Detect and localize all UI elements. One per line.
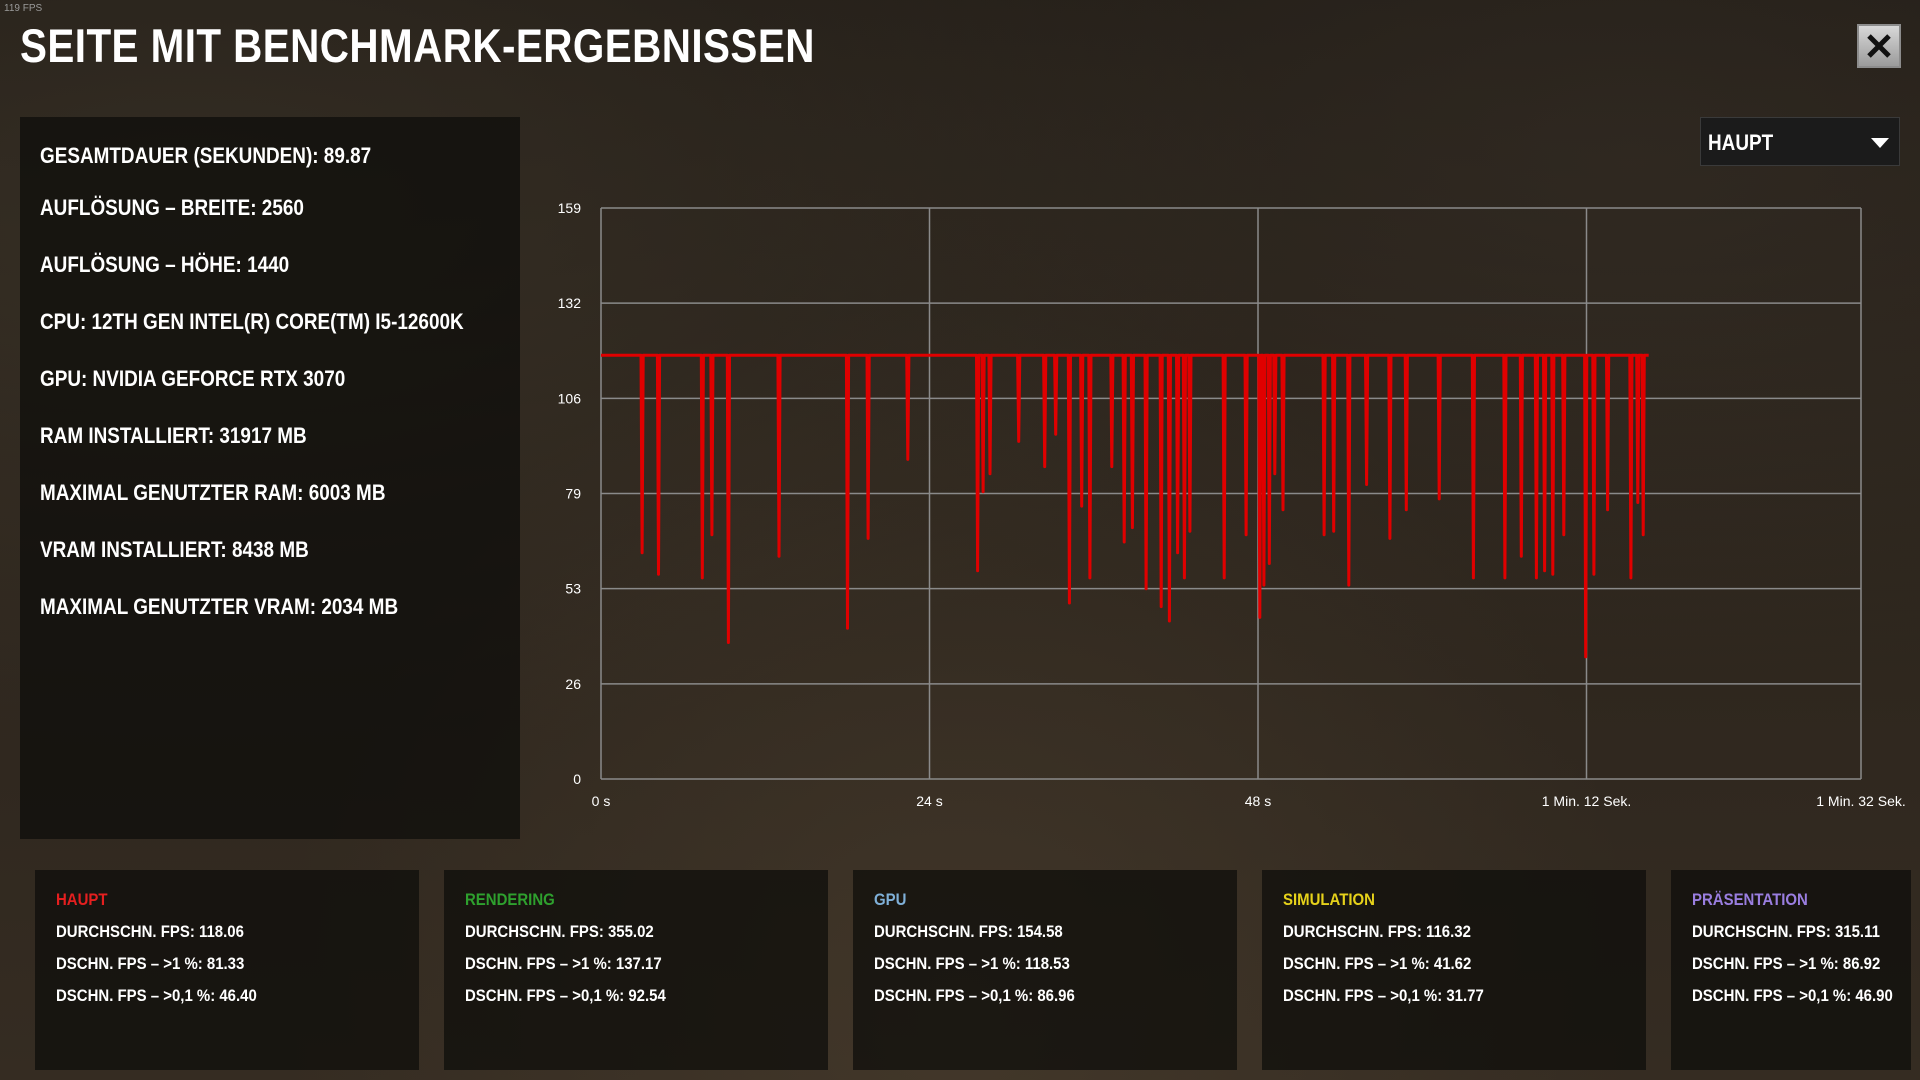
info-vram-max-used: MAXIMAL GENUTZTER VRAM: 2034 MB	[40, 594, 399, 619]
stat-card-gpu: GPU DURCHSCHN. FPS: 154.58 DSCHN. FPS – …	[853, 870, 1237, 1070]
x-tick-label: 1 Min. 32 Sek.	[1816, 793, 1906, 809]
series-line	[601, 353, 1649, 659]
stat-1pct-fps: DSCHN. FPS – >1 %: 137.17	[465, 954, 662, 973]
y-tick-label: 0	[573, 771, 581, 787]
y-tick-label: 79	[565, 486, 581, 502]
x-tick-label: 0 s	[592, 793, 611, 809]
dropdown-selected-label: HAUPT	[1708, 130, 1774, 155]
stat-1pct-fps: DSCHN. FPS – >1 %: 41.62	[1283, 954, 1472, 973]
stat-card-presentation: PRÄSENTATION DURCHSCHN. FPS: 315.11 DSCH…	[1671, 870, 1911, 1070]
close-x-icon	[1867, 34, 1891, 58]
fps-chart: 159 132 106 79 53 26 0 0 s 24 s 48 s 1 Min. 12 Se…	[558, 200, 1906, 809]
info-gpu: GPU: NVIDIA GEFORCE RTX 3070	[40, 366, 346, 391]
info-ram-max-used: MAXIMAL GENUTZTER RAM: 6003 MB	[40, 480, 386, 505]
page-title: SEITE MIT BENCHMARK-ERGEBNISSEN	[20, 19, 815, 72]
stat-card-title: RENDERING	[465, 890, 555, 909]
close-button[interactable]	[1857, 24, 1901, 68]
stat-1pct-fps: DSCHN. FPS – >1 %: 81.33	[56, 954, 245, 973]
stat-card-title: GPU	[874, 890, 907, 909]
stat-card-rendering: RENDERING DURCHSCHN. FPS: 355.02 DSCHN. …	[444, 870, 828, 1070]
x-tick-label: 48 s	[1245, 793, 1271, 809]
stat-01pct-fps: DSCHN. FPS – >0,1 %: 31.77	[1283, 986, 1484, 1005]
stat-card-haupt: HAUPT DURCHSCHN. FPS: 118.06 DSCHN. FPS …	[35, 870, 419, 1070]
info-cpu: CPU: 12TH GEN INTEL(R) CORE(TM) I5-12600…	[40, 309, 464, 334]
stat-card-simulation: SIMULATION DURCHSCHN. FPS: 116.32 DSCHN.…	[1262, 870, 1646, 1070]
system-info-panel: GESAMTDAUER (SEKUNDEN): 89.87 AUFLÖSUNG …	[20, 117, 520, 839]
y-tick-label: 53	[565, 581, 581, 597]
stat-01pct-fps: DSCHN. FPS – >0,1 %: 46.40	[56, 986, 257, 1005]
chart-grid	[600, 207, 1862, 780]
info-total-duration: GESAMTDAUER (SEKUNDEN): 89.87	[40, 143, 372, 168]
stat-card-title: PRÄSENTATION	[1692, 890, 1808, 909]
stat-avg-fps: DURCHSCHN. FPS: 355.02	[465, 922, 654, 941]
y-tick-label: 26	[565, 676, 581, 692]
stat-card-title: HAUPT	[56, 890, 108, 909]
stat-avg-fps: DURCHSCHN. FPS: 315.11	[1692, 922, 1880, 941]
stat-avg-fps: DURCHSCHN. FPS: 116.32	[1283, 922, 1471, 941]
stat-1pct-fps: DSCHN. FPS – >1 %: 86.92	[1692, 954, 1881, 973]
info-resolution-width: AUFLÖSUNG – BREITE: 2560	[40, 195, 304, 220]
stat-01pct-fps: DSCHN. FPS – >0,1 %: 92.54	[465, 986, 666, 1005]
chevron-down-icon	[1871, 138, 1889, 148]
y-tick-label: 159	[558, 200, 582, 216]
y-tick-label: 106	[558, 390, 582, 406]
x-tick-label: 24 s	[916, 793, 942, 809]
chart-series	[601, 353, 1649, 659]
metric-dropdown[interactable]: HAUPT	[1700, 117, 1900, 166]
stat-avg-fps: DURCHSCHN. FPS: 154.58	[874, 922, 1063, 941]
stat-01pct-fps: DSCHN. FPS – >0,1 %: 46.90	[1692, 986, 1893, 1005]
x-axis-ticks: 0 s 24 s 48 s 1 Min. 12 Sek. 1 Min. 32 Sek.	[592, 793, 1906, 809]
stat-avg-fps: DURCHSCHN. FPS: 118.06	[56, 922, 244, 941]
stat-1pct-fps: DSCHN. FPS – >1 %: 118.53	[874, 954, 1070, 973]
stat-card-title: SIMULATION	[1283, 890, 1375, 909]
y-axis-ticks: 159 132 106 79 53 26 0	[558, 200, 582, 787]
info-vram-installed: VRAM INSTALLIERT: 8438 MB	[40, 537, 309, 562]
fps-counter: 119 FPS	[4, 3, 43, 14]
info-ram-installed: RAM INSTALLIERT: 31917 MB	[40, 423, 307, 448]
x-tick-label: 1 Min. 12 Sek.	[1542, 793, 1632, 809]
y-tick-label: 132	[558, 295, 582, 311]
info-resolution-height: AUFLÖSUNG – HÖHE: 1440	[40, 252, 290, 277]
stat-01pct-fps: DSCHN. FPS – >0,1 %: 86.96	[874, 986, 1075, 1005]
